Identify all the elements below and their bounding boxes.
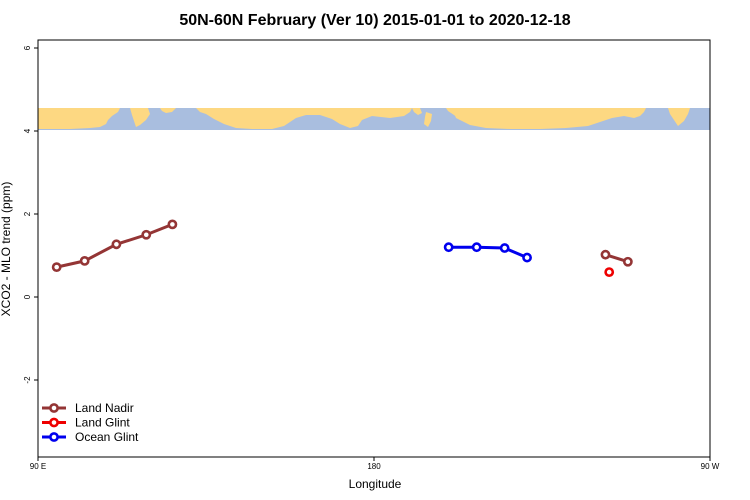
world-map-band	[38, 108, 710, 130]
y-tick-label: -2	[23, 376, 32, 384]
map-land	[38, 108, 690, 129]
x-axis: 90 E 180 90 W	[30, 457, 720, 471]
legend-item: Land Nadir	[42, 401, 134, 415]
legend-label: Land Nadir	[75, 401, 134, 415]
legend-label: Land Glint	[75, 416, 130, 430]
plot-area	[51, 219, 633, 277]
data-point	[622, 256, 633, 267]
y-axis-label: XCO2 - MLO trend (ppm)	[0, 182, 13, 317]
data-point	[522, 252, 532, 263]
plot-frame	[37, 39, 711, 458]
data-point	[443, 242, 454, 253]
series-ocean-glint	[443, 242, 532, 263]
map-land-shape	[446, 108, 646, 129]
map-land-shape	[160, 108, 176, 113]
y-axis: -2 0 2 4 6	[23, 45, 38, 384]
x-tick-label: 90 E	[30, 462, 46, 471]
legend-label: Ocean Glint	[75, 430, 139, 444]
map-land-shape	[196, 108, 412, 129]
legend-marker	[49, 432, 59, 442]
data-point	[499, 243, 510, 253]
map-land-shape	[668, 108, 690, 126]
legend-item: Ocean Glint	[42, 430, 139, 444]
map-land-shape	[412, 108, 422, 115]
data-point	[604, 267, 615, 277]
data-point	[111, 239, 122, 250]
x-tick-label: 180	[367, 462, 381, 471]
data-point	[471, 242, 482, 253]
data-point	[51, 262, 62, 273]
y-tick-label: 6	[23, 45, 32, 50]
map-land-shape	[130, 108, 150, 127]
data-point	[79, 255, 90, 266]
chart-title: 50N-60N February (Ver 10) 2015-01-01 to …	[179, 12, 570, 29]
legend-marker	[49, 417, 59, 428]
series-land-glint	[604, 267, 615, 277]
data-point	[600, 249, 611, 260]
map-land-shape	[424, 112, 432, 127]
y-tick-label: 2	[23, 211, 32, 216]
x-axis-label: Longitude	[349, 477, 402, 491]
map-land-shape	[38, 108, 120, 129]
legend-item: Land Glint	[42, 416, 130, 430]
map-land-shape	[452, 108, 468, 120]
legend-marker	[49, 403, 59, 413]
y-tick-label: 0	[23, 294, 32, 299]
series-line	[448, 245, 528, 259]
x-tick-label: 90 W	[701, 462, 720, 471]
data-point	[141, 229, 152, 240]
y-tick-label: 4	[23, 128, 32, 133]
series-land-nadir	[51, 219, 633, 273]
data-point	[167, 219, 178, 230]
